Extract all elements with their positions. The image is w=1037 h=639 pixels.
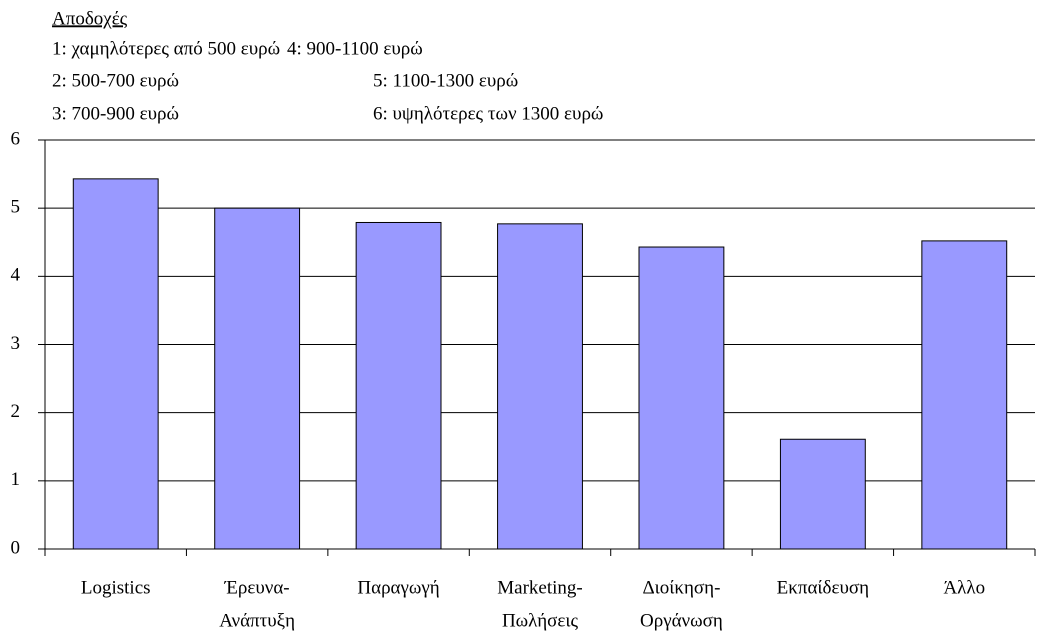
x-tick-label: Marketing-	[497, 577, 582, 598]
bar	[497, 223, 583, 550]
y-tick-label: 0	[11, 537, 21, 558]
x-tick-label: Έρευνα-	[224, 577, 290, 598]
x-tick-label: Παραγωγή	[357, 577, 439, 598]
bar	[921, 240, 1008, 550]
x-tick-label: Διοίκηση-	[642, 577, 720, 598]
y-tick-label: 1	[11, 469, 21, 490]
x-tick-label: Logistics	[81, 577, 151, 598]
y-tick-label: 4	[11, 265, 21, 286]
annotation: 6: υψηλότερες των 1300 ευρώ	[373, 103, 603, 124]
x-tick-label: Πωλήσεις	[502, 610, 579, 631]
bar	[72, 178, 159, 550]
bar	[638, 246, 725, 550]
x-tick-label: Άλλο	[943, 577, 985, 598]
y-tick-label: 2	[11, 401, 21, 422]
bar	[355, 221, 442, 550]
y-tick-label: 3	[11, 333, 21, 354]
y-tick-label: 6	[11, 128, 21, 149]
x-tick-label: Εκπαίδευση	[777, 577, 869, 598]
annotation: 2: 500-700 ευρώ	[52, 70, 179, 91]
x-tick-label: Ανάπτυξη	[219, 610, 295, 631]
annotation: 5: 1100-1300 ευρώ	[373, 70, 518, 91]
bar	[779, 438, 866, 550]
annotation: 4: 900-1100 ευρώ	[287, 38, 423, 59]
bar	[214, 207, 301, 550]
annotation: 1: χαμηλότερες από 500 ευρώ	[52, 38, 280, 59]
annotation: 3: 700-900 ευρώ	[52, 103, 179, 124]
chart-title: Αποδοχές	[52, 8, 128, 29]
x-tick-label: Οργάνωση	[640, 610, 723, 631]
y-tick-label: 5	[11, 197, 21, 218]
